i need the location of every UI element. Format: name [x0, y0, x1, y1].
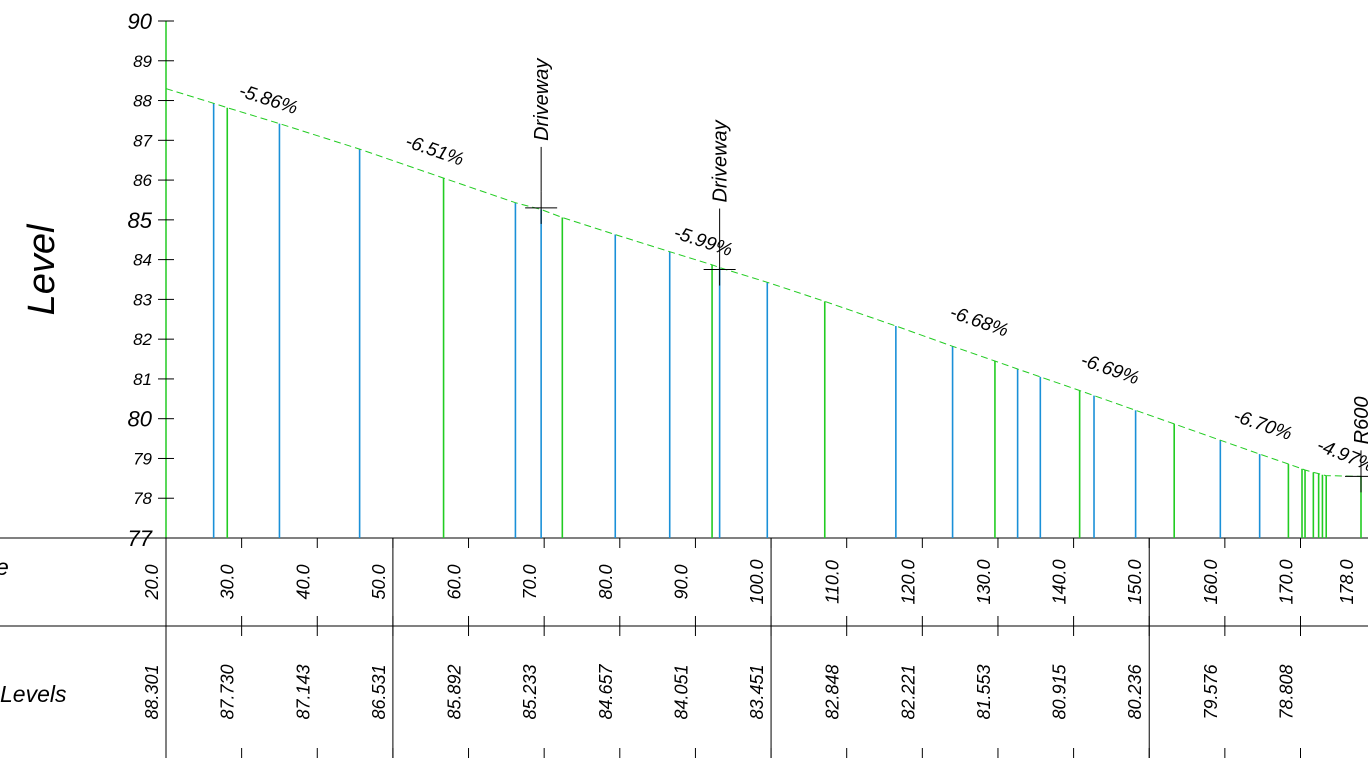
grade-label: -6.68%	[947, 302, 1011, 341]
level-tick-label: 83	[133, 290, 152, 309]
design-line	[165, 88, 1362, 477]
chainage-value: 170.0	[1277, 559, 1297, 604]
chainage-value: 160.0	[1201, 559, 1221, 604]
level-tick-label: 89	[133, 52, 152, 71]
grade-label: -6.70%	[1231, 406, 1295, 445]
level-value: 83.451	[747, 664, 767, 719]
chainage-value: 120.0	[898, 559, 918, 604]
chainage-value: 80.0	[596, 564, 616, 599]
chainage-value: 130.0	[974, 559, 994, 604]
design-grade-line	[165, 88, 1362, 477]
chainage-value: 30.0	[218, 564, 238, 599]
level-tick-label: 81	[133, 370, 152, 389]
chainage-value: 150.0	[1125, 559, 1145, 604]
level-tick-label: 87	[133, 131, 152, 150]
chainage-value: 110.0	[823, 560, 843, 604]
level-tick-label: 78	[133, 489, 152, 508]
level-tick-label: 85	[128, 208, 153, 233]
station-lines	[212, 103, 1362, 538]
level-tick-label: 86	[133, 171, 152, 190]
chainage-value: 140.0	[1050, 559, 1070, 604]
grade-labels: -5.86%-6.51%-5.99%-6.68%-6.69%-6.70%-4.9…	[236, 81, 1368, 477]
level-value: 82.848	[823, 664, 843, 719]
grade-label: -6.51%	[403, 131, 467, 170]
y-axis-title: Level	[21, 223, 63, 315]
chainage-value: 70.0	[520, 564, 540, 599]
level-value: 86.531	[369, 664, 389, 719]
chainage-value: 100.0	[747, 559, 767, 604]
level-value: 85.233	[520, 664, 540, 719]
level-axis: 90 89 88 87 86 85 84 83 82 81 80 79 78 77	[128, 9, 174, 551]
level-value: 84.051	[671, 664, 691, 719]
feature-label: Driveway	[531, 58, 553, 141]
chainage-value: 40.0	[293, 564, 313, 599]
chainage-row-label: e	[0, 554, 9, 580]
level-value: 88.301	[142, 664, 162, 719]
level-tick-label: 79	[133, 449, 152, 468]
grade-label: -6.69%	[1078, 350, 1142, 389]
level-tick-label: 84	[133, 251, 152, 270]
level-value: 79.576	[1201, 663, 1221, 719]
level-value: 80.915	[1050, 663, 1070, 719]
chainage-value: 90.0	[671, 564, 691, 599]
feature-markers: Driveway Driveway R600	[525, 58, 1368, 493]
level-value: 82.221	[898, 664, 918, 719]
chainage-value: 60.0	[445, 564, 465, 599]
level-value: 81.553	[974, 664, 994, 719]
level-value: 87.730	[218, 664, 238, 719]
feature-label: Driveway	[710, 119, 732, 202]
level-value: 85.892	[445, 664, 465, 719]
level-value: 80.236	[1125, 663, 1145, 719]
level-value: 78.808	[1277, 664, 1297, 719]
chainage-value: 50.0	[369, 564, 389, 599]
level-value: 84.657	[596, 663, 616, 719]
level-tick-label: 77	[128, 526, 153, 551]
data-rows: 20.0 30.0 40.0 50.0 60.0 70.0 80.0 90.0 100.0 110…	[142, 538, 1357, 758]
level-tick-label: 80	[128, 407, 153, 432]
level-tick-label: 88	[133, 92, 152, 111]
level-value: 87.143	[293, 664, 313, 719]
feature-label: R600	[1351, 397, 1368, 445]
level-tick-label: 90	[128, 9, 153, 34]
chainage-value: 20.0	[142, 564, 162, 600]
chainage-value: 178.0	[1337, 559, 1357, 604]
level-tick-label: 82	[133, 330, 152, 349]
levels-row-label: Levels	[0, 681, 67, 707]
